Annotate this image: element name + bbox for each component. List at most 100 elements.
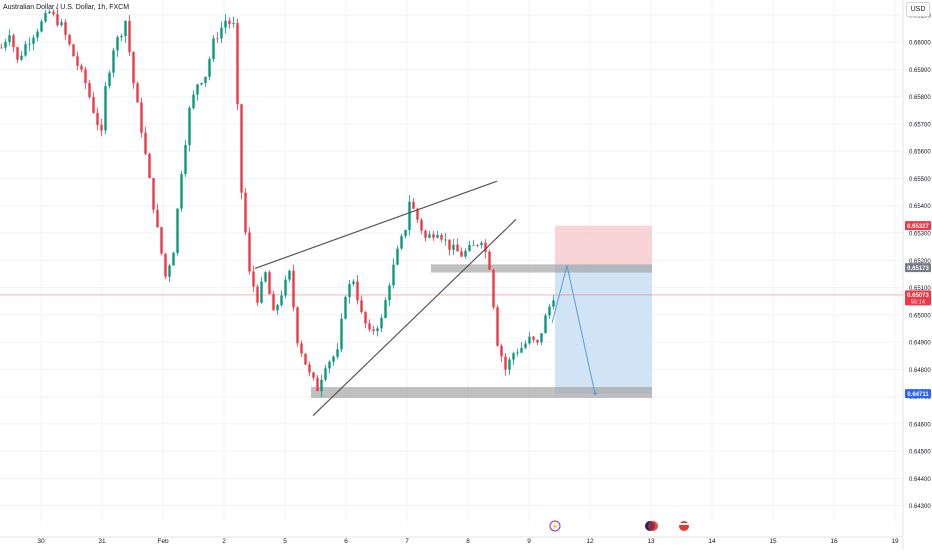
candle-body [420, 219, 423, 231]
y-tick-label: 0.65500 [909, 177, 931, 183]
candle-body [332, 356, 335, 362]
x-tick-label: 14 [708, 538, 716, 545]
candle-body [336, 349, 339, 357]
candle-body [160, 227, 163, 254]
candle-body [516, 352, 519, 354]
candle-body [52, 11, 55, 15]
y-tick-label: 0.65000 [909, 313, 931, 319]
candle-body [128, 20, 131, 53]
candle-body [108, 72, 111, 87]
x-tick-label: Feb [157, 538, 169, 545]
currency-selector[interactable]: USD [906, 2, 930, 17]
candle-body [224, 20, 227, 28]
x-tick-label: 12 [586, 538, 594, 545]
zone-price-badge-bg [905, 263, 931, 273]
candle-body [116, 37, 119, 51]
x-tick-label: 31 [98, 538, 106, 545]
candle-body [112, 50, 115, 73]
candle-body [444, 239, 447, 241]
lightning-event-icon[interactable] [549, 520, 561, 532]
candle-body [24, 44, 27, 56]
candle-body [388, 285, 391, 301]
candle-body [304, 353, 307, 365]
candle-body [264, 272, 267, 282]
candle-body [164, 253, 167, 277]
candle-body [196, 84, 199, 95]
candle-body [40, 21, 43, 32]
candle-body [256, 286, 259, 303]
candle-body [236, 23, 239, 105]
candle-body [240, 104, 243, 193]
candle-body [344, 296, 347, 319]
y-tick-label: 0.64900 [909, 341, 931, 347]
y-tick-label: 0.64500 [909, 450, 931, 456]
projected-path[interactable] [551, 265, 596, 394]
candle-body [452, 244, 455, 250]
wedge-lower-trendline[interactable] [312, 218, 517, 417]
y-tick-label: 0.65900 [909, 68, 931, 74]
candle-body [184, 145, 187, 175]
candle-body [372, 329, 375, 331]
wedge-upper-trendline[interactable] [254, 180, 498, 270]
x-tick-label: 9 [527, 538, 531, 545]
candle-body [472, 244, 475, 246]
candle-body [212, 38, 215, 60]
x-tick-label: 19 [891, 538, 899, 545]
x-tick-label: 30 [37, 538, 45, 545]
candle-body [284, 279, 287, 296]
candle-body [80, 65, 83, 70]
y-tick-label: 0.65400 [909, 204, 931, 210]
target-price-badge-bg [905, 389, 931, 399]
candle-body [380, 317, 383, 329]
candle-body [476, 244, 479, 246]
lightning-glyph: ⚡ [551, 523, 558, 531]
candle-body [352, 281, 355, 285]
candle-body [84, 69, 87, 84]
candle-body [156, 209, 159, 228]
candle-body [268, 272, 271, 295]
us-flag-stripe [679, 523, 689, 525]
candle-body [376, 328, 379, 331]
candle-body [12, 35, 15, 48]
candle-body [220, 27, 223, 39]
support-zone [311, 387, 652, 398]
candle-body [480, 242, 483, 245]
candle-body [328, 361, 331, 369]
candle-body [504, 356, 507, 370]
candle-body [76, 56, 79, 66]
x-tick-label: 13 [647, 538, 655, 545]
candle-body [144, 132, 147, 154]
candle-body [432, 234, 435, 238]
candle-body [424, 230, 427, 238]
candle-body [132, 52, 135, 84]
candle-body [492, 269, 495, 308]
x-tick-label: 5 [283, 538, 287, 545]
candle-body [544, 315, 547, 334]
candle-body [152, 178, 155, 210]
us-flag-icon[interactable] [679, 521, 689, 531]
candle-body [28, 43, 31, 45]
candle-body [272, 294, 275, 311]
candle-body [100, 124, 103, 131]
candle-body [252, 271, 255, 287]
candle-body [484, 242, 487, 252]
candle-body [148, 153, 151, 179]
candle-body [532, 336, 535, 340]
y-tick-label: 0.65700 [909, 122, 931, 128]
candle-body [188, 108, 191, 146]
candle-body [528, 336, 531, 344]
candle-body [508, 359, 511, 370]
candle-body [168, 265, 171, 277]
x-tick-label: 8 [466, 538, 470, 545]
candle-body [536, 339, 539, 343]
candle-body [540, 333, 543, 343]
candle-body [548, 306, 551, 316]
candle-body [232, 23, 235, 24]
candle-body [456, 244, 459, 252]
candle-body [496, 307, 499, 346]
candle-body [140, 102, 143, 133]
candle-body [320, 379, 323, 392]
candle-body [20, 55, 23, 60]
